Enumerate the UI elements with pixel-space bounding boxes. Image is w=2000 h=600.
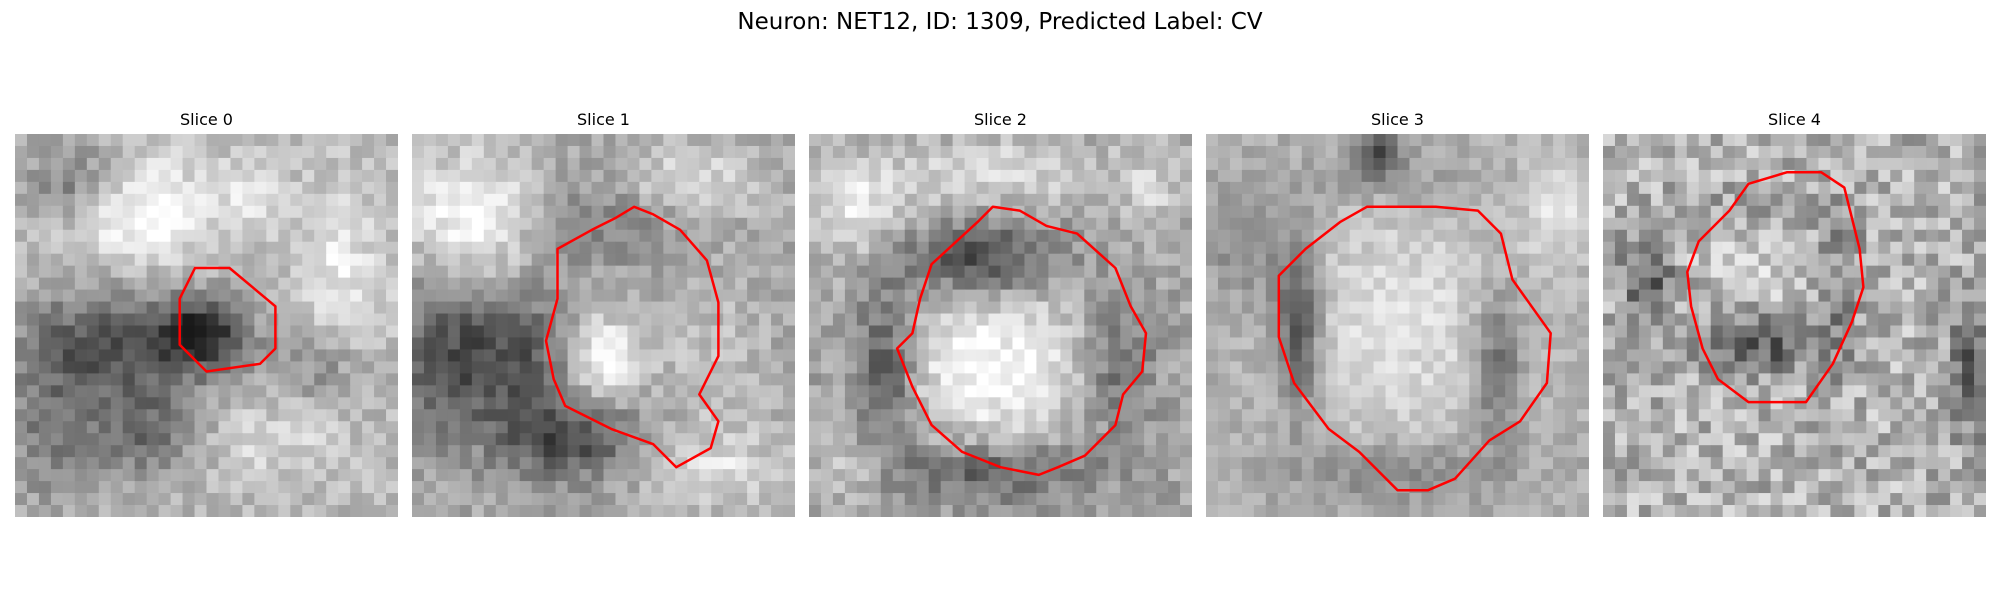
micrograph-slice [15, 134, 398, 517]
micrograph-slice [809, 134, 1192, 517]
segmentation-outline [178, 266, 277, 373]
segmentation-outline [544, 205, 720, 469]
slice-2-image [809, 134, 1192, 517]
micrograph-slice [1206, 134, 1589, 517]
panel-title-slice-4: Slice 4 [1768, 110, 1821, 129]
micrograph-slice [1603, 134, 1986, 517]
segmentation-outline [1686, 171, 1865, 404]
figure-title: Neuron: NET12, ID: 1309, Predicted Label… [737, 9, 1263, 35]
slice-0-image [15, 134, 398, 517]
slice-3-image [1206, 134, 1589, 517]
segmentation-outline [1277, 205, 1552, 492]
slice-4-image [1603, 134, 1986, 517]
panel-title-slice-1: Slice 1 [577, 110, 630, 129]
micrograph-slice [412, 134, 795, 517]
slice-1-image [412, 134, 795, 517]
panel-title-slice-2: Slice 2 [974, 110, 1027, 129]
panel-title-slice-3: Slice 3 [1371, 110, 1424, 129]
panel-title-slice-0: Slice 0 [180, 110, 233, 129]
segmentation-outline [895, 205, 1148, 477]
